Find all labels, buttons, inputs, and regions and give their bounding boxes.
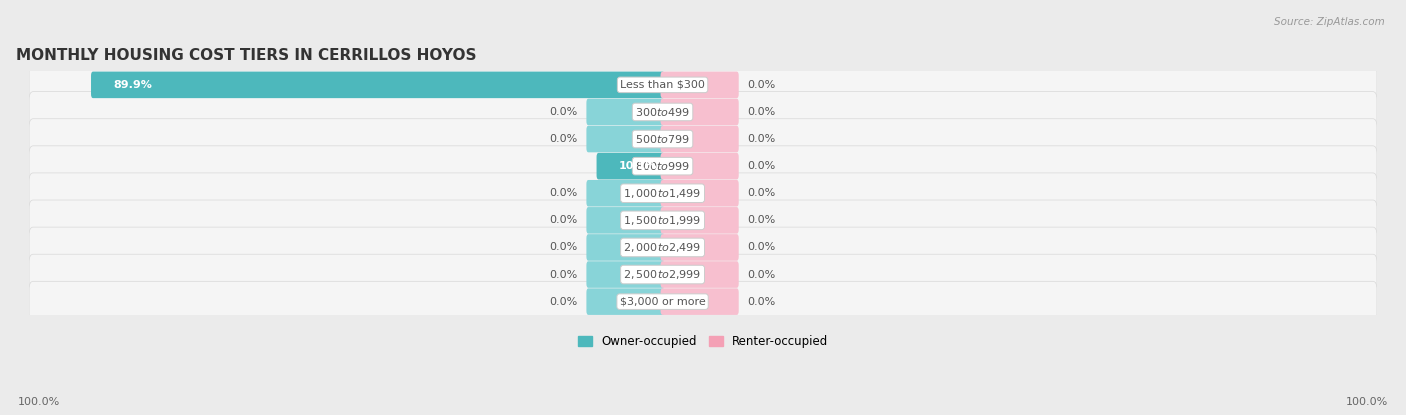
Text: $1,000 to $1,499: $1,000 to $1,499 xyxy=(623,187,702,200)
FancyBboxPatch shape xyxy=(30,227,1376,268)
FancyBboxPatch shape xyxy=(586,99,665,125)
Text: 0.0%: 0.0% xyxy=(748,107,776,117)
FancyBboxPatch shape xyxy=(30,200,1376,241)
FancyBboxPatch shape xyxy=(30,92,1376,132)
Text: 0.0%: 0.0% xyxy=(550,107,578,117)
Text: 89.9%: 89.9% xyxy=(114,80,152,90)
Text: 0.0%: 0.0% xyxy=(550,269,578,280)
Text: 0.0%: 0.0% xyxy=(550,134,578,144)
FancyBboxPatch shape xyxy=(586,261,665,288)
FancyBboxPatch shape xyxy=(661,71,738,98)
FancyBboxPatch shape xyxy=(661,261,738,288)
Text: 0.0%: 0.0% xyxy=(748,215,776,225)
FancyBboxPatch shape xyxy=(586,207,665,234)
Text: $300 to $499: $300 to $499 xyxy=(636,106,690,118)
Text: 0.0%: 0.0% xyxy=(550,188,578,198)
FancyBboxPatch shape xyxy=(586,234,665,261)
FancyBboxPatch shape xyxy=(661,153,738,179)
FancyBboxPatch shape xyxy=(586,126,665,152)
FancyBboxPatch shape xyxy=(661,99,738,125)
Text: $3,000 or more: $3,000 or more xyxy=(620,297,706,307)
FancyBboxPatch shape xyxy=(30,146,1376,186)
Text: 0.0%: 0.0% xyxy=(748,161,776,171)
Text: 100.0%: 100.0% xyxy=(18,397,60,407)
Text: Source: ZipAtlas.com: Source: ZipAtlas.com xyxy=(1274,17,1385,27)
Text: $2,000 to $2,499: $2,000 to $2,499 xyxy=(623,241,702,254)
Text: $500 to $799: $500 to $799 xyxy=(636,133,690,145)
Text: 0.0%: 0.0% xyxy=(748,134,776,144)
FancyBboxPatch shape xyxy=(586,180,665,207)
Text: 0.0%: 0.0% xyxy=(748,188,776,198)
FancyBboxPatch shape xyxy=(30,173,1376,214)
Text: 0.0%: 0.0% xyxy=(748,297,776,307)
Text: 0.0%: 0.0% xyxy=(550,242,578,252)
Text: $2,500 to $2,999: $2,500 to $2,999 xyxy=(623,268,702,281)
Text: 10.1%: 10.1% xyxy=(619,161,657,171)
FancyBboxPatch shape xyxy=(586,288,665,315)
FancyBboxPatch shape xyxy=(661,207,738,234)
Text: $800 to $999: $800 to $999 xyxy=(636,160,690,172)
FancyBboxPatch shape xyxy=(661,180,738,207)
FancyBboxPatch shape xyxy=(661,288,738,315)
FancyBboxPatch shape xyxy=(596,153,665,179)
FancyBboxPatch shape xyxy=(661,126,738,152)
FancyBboxPatch shape xyxy=(30,281,1376,322)
Text: 0.0%: 0.0% xyxy=(550,297,578,307)
FancyBboxPatch shape xyxy=(661,234,738,261)
FancyBboxPatch shape xyxy=(30,119,1376,159)
FancyBboxPatch shape xyxy=(91,71,665,98)
Legend: Owner-occupied, Renter-occupied: Owner-occupied, Renter-occupied xyxy=(572,331,834,353)
Text: 0.0%: 0.0% xyxy=(748,80,776,90)
Text: MONTHLY HOUSING COST TIERS IN CERRILLOS HOYOS: MONTHLY HOUSING COST TIERS IN CERRILLOS … xyxy=(15,48,477,63)
Text: Less than $300: Less than $300 xyxy=(620,80,704,90)
Text: 0.0%: 0.0% xyxy=(550,215,578,225)
FancyBboxPatch shape xyxy=(30,254,1376,295)
Text: 100.0%: 100.0% xyxy=(1346,397,1388,407)
Text: $1,500 to $1,999: $1,500 to $1,999 xyxy=(623,214,702,227)
Text: 0.0%: 0.0% xyxy=(748,269,776,280)
FancyBboxPatch shape xyxy=(30,65,1376,105)
Text: 0.0%: 0.0% xyxy=(748,242,776,252)
